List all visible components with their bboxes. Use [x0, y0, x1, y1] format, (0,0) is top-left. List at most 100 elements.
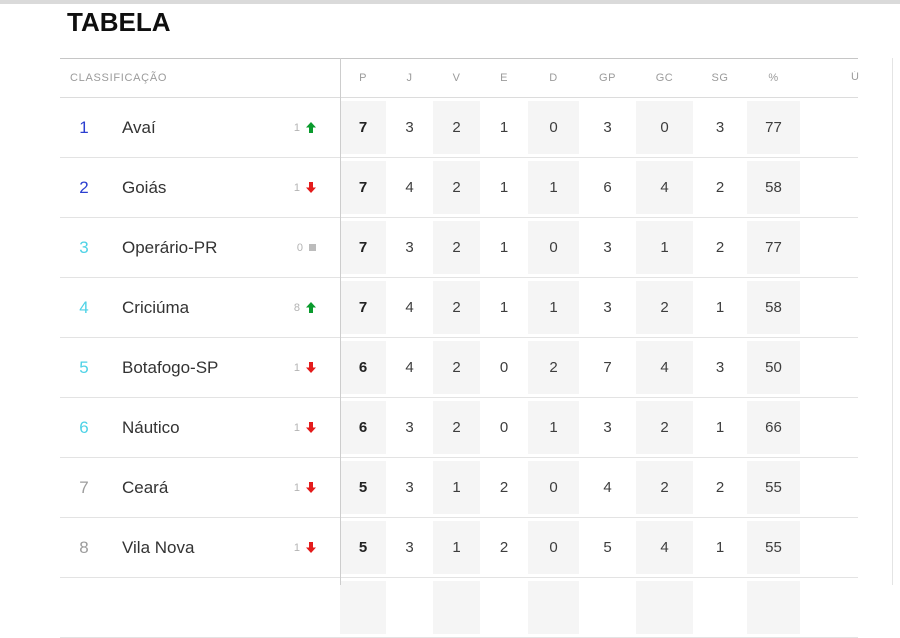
stat-cell-GC: 2 — [636, 458, 693, 517]
team-cell: 2 Goiás 1 — [60, 158, 340, 217]
trend-down-icon — [306, 182, 316, 193]
movement-count: 1 — [293, 421, 300, 434]
stat-cell-E: 2 — [499, 479, 509, 496]
team-name: Operário-PR — [122, 237, 218, 257]
stat-cell-SG: 2 — [715, 479, 725, 496]
stat-cell-%: 50 — [747, 338, 800, 397]
stat-cell-%: 55 — [747, 518, 800, 577]
stat-cell-GC: 4 — [636, 158, 693, 217]
team-name: Vila Nova — [122, 537, 195, 557]
team-cell: 3 Operário-PR 0 — [60, 218, 340, 277]
stat-cell-GP: 5 — [603, 539, 612, 556]
stat-cell-P: 7 — [340, 278, 386, 337]
stat-cell-J: 3 — [405, 479, 414, 496]
team-name: Ceará — [122, 477, 169, 497]
row-stats: 7 3 2 1 0 3 0 3 77 — [340, 98, 800, 157]
movement-indicator: 1 — [294, 482, 316, 494]
table-row[interactable]: 5 Botafogo-SP 1 6 4 2 0 2 7 4 3 50 — [60, 338, 858, 398]
stat-cell-GC: 1 — [636, 218, 693, 277]
movement-count: 1 — [293, 481, 300, 494]
stat-cell-D: 0 — [528, 218, 579, 277]
team-cell: 8 Vila Nova 1 — [60, 518, 340, 577]
page-title: TABELA — [67, 7, 171, 37]
stat-cell-J: 4 — [405, 299, 414, 316]
stat-cell-V: 2 — [433, 278, 480, 337]
movement-indicator: 1 — [294, 362, 316, 374]
row-stats — [340, 578, 800, 637]
movement-indicator: 1 — [294, 122, 316, 134]
stat-cell-GC: 0 — [636, 98, 693, 157]
movement-count: 1 — [293, 181, 300, 194]
table-row[interactable]: 6 Náutico 1 6 3 2 0 1 3 2 1 66 — [60, 398, 858, 458]
column-divider-line — [340, 58, 341, 585]
stat-cell-P: 6 — [340, 338, 386, 397]
stat-cell-SG: 1 — [715, 419, 725, 436]
table-row[interactable]: 2 Goiás 1 7 4 2 1 1 6 4 2 58 — [60, 158, 858, 218]
position-number: 2 — [79, 177, 89, 197]
stat-cell-GP: 7 — [603, 359, 612, 376]
stat-cell-SG — [693, 578, 747, 637]
stat-cell-GP: 4 — [603, 479, 612, 496]
stat-cell-SG: 2 — [715, 179, 725, 196]
stat-cell-SG: 1 — [715, 539, 725, 556]
position-number: 7 — [79, 477, 89, 497]
header-wins: V — [452, 72, 461, 84]
standings-table: CLASSIFICAÇÃO P J V E D GP GC SG % 1 Avaí… — [60, 58, 858, 638]
stat-cell-% — [747, 578, 800, 637]
position-number: 1 — [79, 117, 89, 137]
team-name: Náutico — [122, 417, 180, 437]
movement-indicator: 0 — [297, 242, 316, 254]
table-body: 1 Avaí 1 7 3 2 1 0 3 0 3 77 2 Goiás 1 7 4 2 1 1 6 4 2 58 3 Operár… — [60, 98, 858, 638]
stat-cell-J: 4 — [405, 359, 414, 376]
position-number: 6 — [79, 417, 89, 437]
header-goals-for: GP — [599, 72, 616, 84]
stat-cell-P: 7 — [340, 218, 386, 277]
header-percentage: % — [768, 72, 779, 84]
trend-up-icon — [306, 302, 316, 313]
stat-cell-%: 77 — [747, 218, 800, 277]
row-stats: 7 3 2 1 0 3 1 2 77 — [340, 218, 800, 277]
stat-cell-%: 58 — [747, 158, 800, 217]
movement-count: 1 — [293, 361, 300, 374]
table-row[interactable]: 4 Criciúma 8 7 4 2 1 1 3 2 1 58 — [60, 278, 858, 338]
stat-cell-E: 0 — [499, 359, 509, 376]
stat-cell-P: 5 — [340, 458, 386, 517]
table-row[interactable]: 7 Ceará 1 5 3 1 2 0 4 2 2 55 — [60, 458, 858, 518]
stat-cell-SG: 3 — [715, 359, 725, 376]
header-draws: E — [500, 72, 508, 84]
trend-down-icon — [306, 482, 316, 493]
team-cell: 4 Criciúma 8 — [60, 278, 340, 337]
team-name: Criciúma — [122, 297, 190, 317]
stat-cell-D — [528, 578, 579, 637]
stat-cell-D: 1 — [528, 278, 579, 337]
stat-cell-V: 2 — [433, 398, 480, 457]
movement-indicator: 8 — [294, 302, 316, 314]
movement-count: 1 — [293, 121, 300, 134]
header-ult-jogos-partial: Ú — [851, 71, 860, 83]
table-row[interactable]: 8 Vila Nova 1 5 3 1 2 0 5 4 1 55 — [60, 518, 858, 578]
stat-cell-GP: 3 — [603, 119, 612, 136]
stat-cell-D: 0 — [528, 98, 579, 157]
position-number: 4 — [79, 297, 89, 317]
row-stats: 6 4 2 0 2 7 4 3 50 — [340, 338, 800, 397]
stat-cell-V: 1 — [433, 458, 480, 517]
team-name: Botafogo-SP — [122, 357, 219, 377]
stat-cell-GP — [579, 578, 636, 637]
table-row[interactable]: 3 Operário-PR 0 7 3 2 1 0 3 1 2 77 — [60, 218, 858, 278]
stat-cell-GP: 3 — [603, 239, 612, 256]
stat-cell-GC: 2 — [636, 398, 693, 457]
right-edge-line — [892, 58, 893, 585]
stat-cell-J — [386, 578, 433, 637]
stat-cell-P: 6 — [340, 398, 386, 457]
stat-cell-J: 3 — [405, 419, 414, 436]
stat-cell-GP: 3 — [603, 299, 612, 316]
trend-down-icon — [306, 542, 316, 553]
team-name: Goiás — [122, 177, 167, 197]
table-row[interactable]: 1 Avaí 1 7 3 2 1 0 3 0 3 77 — [60, 98, 858, 158]
team-name: Avaí — [122, 117, 156, 137]
header-points: P — [359, 72, 367, 84]
trend-down-icon — [306, 422, 316, 433]
stat-cell-GC — [636, 578, 693, 637]
stat-cell-E — [480, 578, 528, 637]
header-classification: CLASSIFICAÇÃO — [70, 72, 168, 84]
